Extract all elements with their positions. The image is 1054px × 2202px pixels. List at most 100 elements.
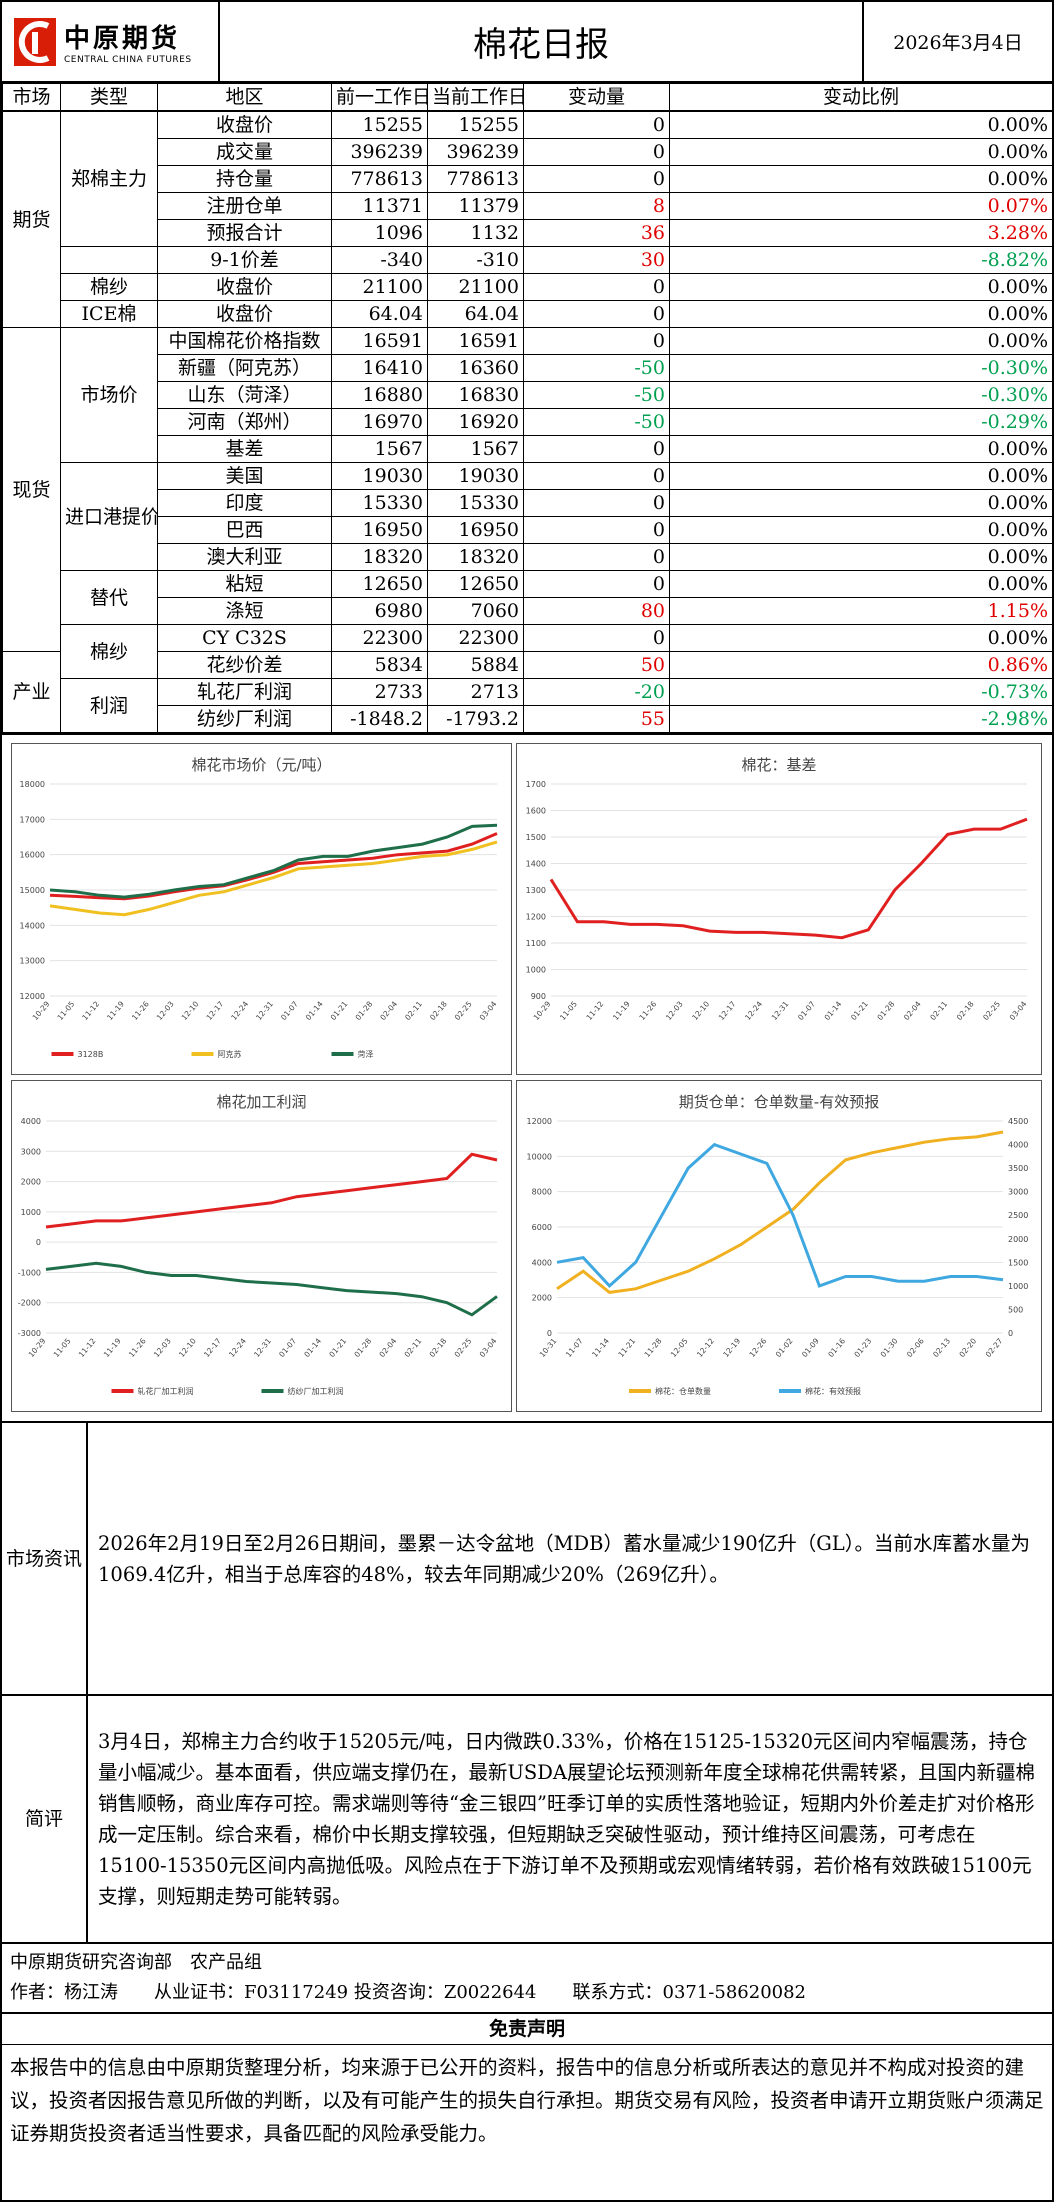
y-tick-label: 2000: [532, 1294, 552, 1303]
table-row: 澳大利亚 18320 18320 0 0.00%: [3, 543, 1053, 571]
y-tick-label: 0: [547, 1329, 552, 1338]
x-tick-label: 11-07: [564, 1336, 585, 1359]
x-tick-label: 12-17: [202, 1336, 223, 1359]
department: 中原期货研究咨询部 农产品组: [10, 1952, 262, 1973]
x-tick-label: 02-25: [453, 1336, 474, 1359]
table-cell: 36: [523, 219, 670, 247]
chart-title: 棉花市场价（元/吨）: [191, 756, 332, 774]
table-cell: 成交量: [157, 138, 332, 166]
market-info-label: 市场资讯: [2, 1423, 88, 1694]
x-tick-label: 03-04: [478, 1336, 499, 1359]
legend-label: 棉花：仓单数量: [655, 1386, 711, 1396]
col-header: 变动比例: [669, 83, 1053, 112]
table-cell: 1.15%: [669, 597, 1053, 625]
table-row: ICE棉 收盘价 64.04 64.04 0 0.00%: [3, 300, 1053, 328]
table-cell: 0.00%: [669, 138, 1053, 166]
table-cell: 1567: [331, 435, 428, 463]
x-tick-label: 02-18: [955, 999, 976, 1022]
x-tick-label: 12-31: [770, 999, 791, 1022]
x-tick-label: 12-10: [690, 999, 711, 1022]
table-cell: 0: [523, 165, 670, 193]
table-cell: 0: [523, 543, 670, 571]
table-cell: 纺纱厂利润: [157, 705, 332, 733]
table-cell: 产业: [2, 651, 61, 733]
table-cell: 河南（郑州）: [157, 408, 332, 436]
x-tick-label: 01-21: [327, 1336, 348, 1359]
table-cell: 778613: [331, 165, 428, 193]
x-tick-label: 12-03: [155, 999, 176, 1022]
table-row: 9-1价差 -340 -310 30 -8.82%: [3, 246, 1053, 274]
table-row: 现货 市场价 中国棉花价格指数 16591 16591 0 0.00%: [2, 327, 1053, 652]
x-tick-label: 03-04: [1008, 999, 1029, 1022]
disclaimer-section: 免责声明 本报告中的信息由中原期货整理分析，均来源于已公开的资料，报告中的信息分…: [2, 2014, 1052, 2156]
table-cell: 18320: [331, 543, 428, 571]
col-header: 变动量: [523, 83, 670, 112]
table-cell: 64.04: [427, 300, 524, 328]
x-tick-label: 01-14: [304, 999, 325, 1022]
y2-tick-label: 1000: [1008, 1282, 1028, 1291]
y-tick-label: 13000: [20, 957, 45, 966]
data-table: 市场 类型 地区 前一工作日 当前工作日 变动量 变动比例 期货 郑棉主力 收盘价 1…: [2, 83, 1053, 733]
table-cell: -50: [523, 354, 670, 382]
y-tick-label: 900: [531, 992, 546, 1001]
y-tick-label: 2000: [21, 1178, 41, 1187]
table-row: 产业 花纱价差 5834 5884 50 0.86%: [2, 651, 1053, 733]
y-tick-label: 15000: [20, 886, 45, 895]
table-row: 期货 郑棉主力 收盘价 15255 15255 0 0.00%: [2, 110, 1053, 328]
x-tick-label: 01-16: [826, 1336, 847, 1359]
table-cell: 16591: [427, 327, 524, 355]
x-tick-label: 11-12: [77, 1336, 98, 1359]
table-cell: 1096: [331, 219, 428, 247]
table-cell: 新疆（阿克苏）: [157, 354, 332, 382]
y-tick-label: 1400: [526, 860, 546, 869]
table-cell: 0.00%: [669, 543, 1053, 571]
x-tick-label: 02-25: [981, 999, 1002, 1022]
table-cell: 利润: [60, 678, 158, 733]
table-cell: 15330: [427, 489, 524, 517]
table-cell: 12650: [331, 570, 428, 598]
chart-market-price: 棉花市场价（元/吨） 12000 13000 14000 15000 16000 1700…: [11, 743, 512, 1075]
table-cell: 美国: [157, 462, 332, 490]
x-tick-label: 03-04: [478, 999, 499, 1022]
table-cell: 替代: [60, 570, 158, 625]
y-tick-label: 6000: [532, 1223, 552, 1232]
x-tick-label: 12-12: [695, 1336, 716, 1359]
legend-label: 棉花：有效预报: [805, 1386, 861, 1396]
table-cell: 0: [523, 570, 670, 598]
series-line: [49, 832, 498, 901]
table-cell: 15330: [331, 489, 428, 517]
y2-tick-label: 3500: [1008, 1164, 1028, 1173]
table-cell: 涤短: [157, 597, 332, 625]
x-tick-label: 12-24: [229, 999, 250, 1022]
x-tick-label: 11-05: [55, 999, 76, 1022]
table-cell: -0.30%: [669, 354, 1053, 382]
table-row: 河南（郑州） 16970 16920 -50 -0.29%: [3, 408, 1053, 436]
report-date: 2026年3月4日: [893, 32, 1023, 54]
table-cell: 6980: [331, 597, 428, 625]
x-tick-label: 01-14: [302, 1336, 323, 1359]
x-tick-label: 11-05: [52, 1336, 73, 1359]
x-tick-label: 12-10: [180, 999, 201, 1022]
x-tick-label: 02-11: [928, 999, 949, 1022]
x-tick-label: 12-03: [664, 999, 685, 1022]
y-tick-label: 3000: [21, 1147, 41, 1156]
x-tick-label: 12-03: [152, 1336, 173, 1359]
series-line: [49, 840, 498, 917]
table-cell: 棉纱: [60, 273, 158, 301]
table-cell: 0: [523, 462, 670, 490]
table-cell: 基差: [157, 435, 332, 463]
y2-tick-label: 4500: [1008, 1117, 1028, 1126]
table-cell: CY C32S: [157, 624, 332, 652]
col-header: 市场: [2, 83, 61, 112]
x-tick-label: 02-11: [403, 999, 424, 1022]
table-cell: 396239: [427, 138, 524, 166]
table-cell: 注册仓单: [157, 192, 332, 220]
table-cell: -0.29%: [669, 408, 1053, 436]
table-cell: -0.30%: [669, 381, 1053, 409]
x-tick-label: 02-27: [984, 1336, 1005, 1359]
table-cell: 16950: [427, 516, 524, 544]
x-tick-label: 01-28: [352, 1336, 373, 1359]
y-tick-label: 10000: [527, 1152, 552, 1161]
table-cell: ICE棉: [60, 300, 158, 328]
